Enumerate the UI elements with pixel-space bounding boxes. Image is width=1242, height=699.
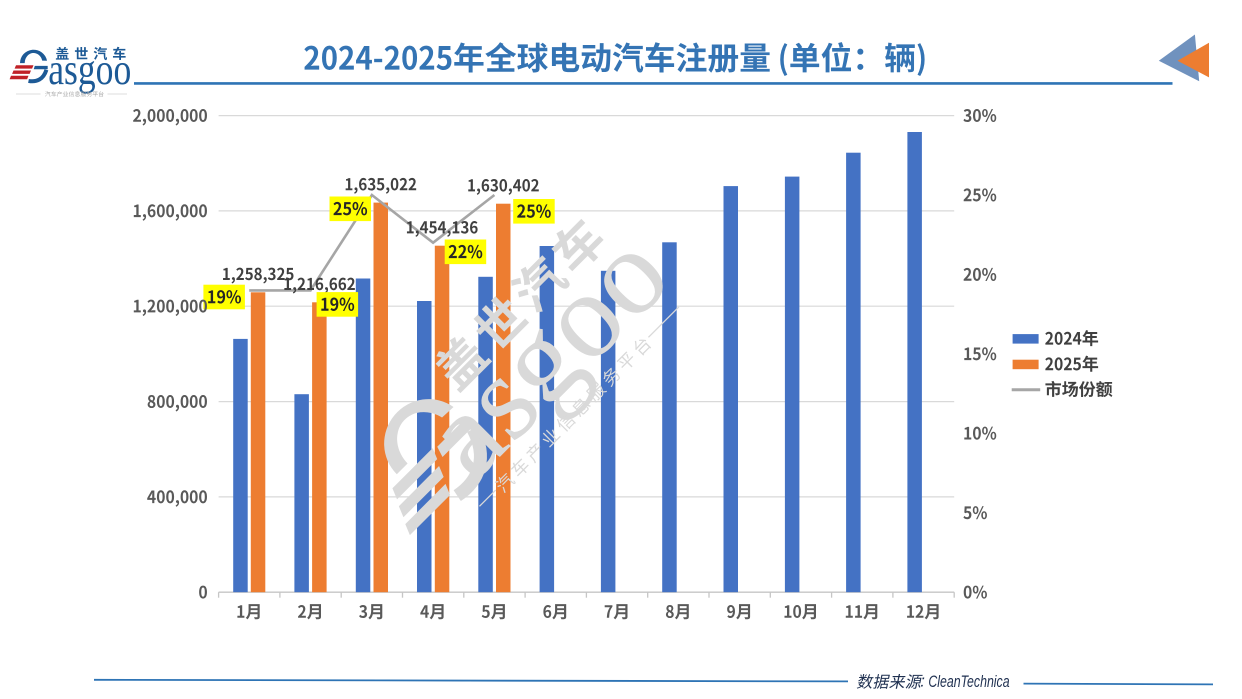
svg-text::: : (920, 672, 925, 691)
svg-text:CleanTechnica: CleanTechnica (928, 672, 1009, 691)
svg-text:asgoo: asgoo (48, 44, 131, 93)
